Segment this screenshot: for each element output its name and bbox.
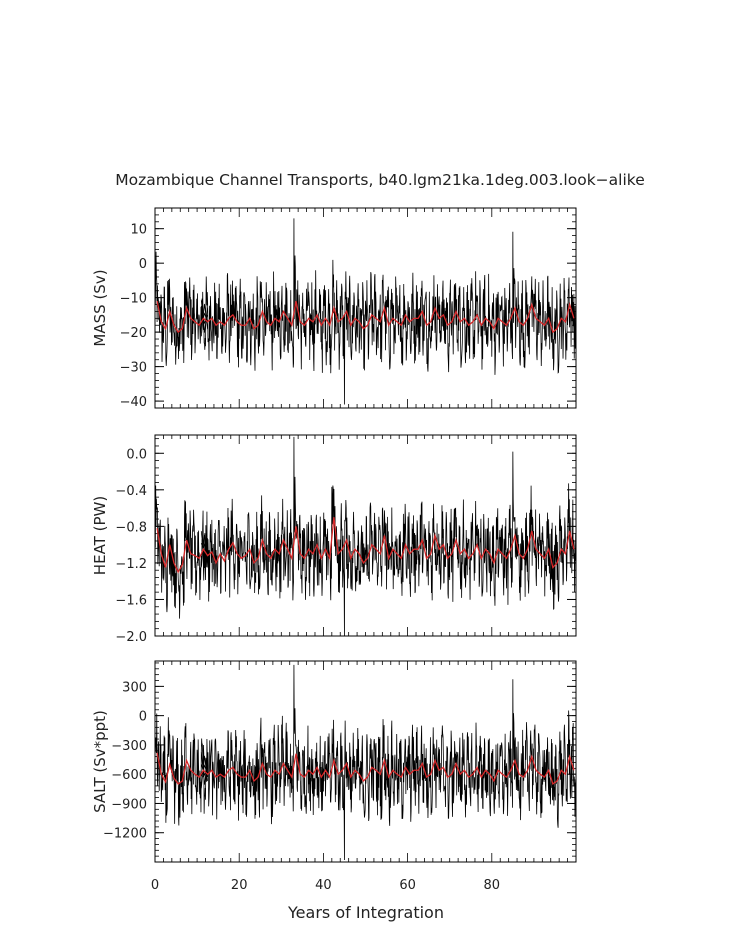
y-tick-label: −1200 xyxy=(103,827,147,842)
x-tick-label: 40 xyxy=(315,878,332,893)
y-tick-label: 0 xyxy=(139,257,147,272)
chart-panels: 10 0 −10 −20 −30 −40 MASS (Sv) 0.0 −0.4 −0.8 −1.2 −… xyxy=(91,207,577,893)
ensemble-zigzag xyxy=(200,531,209,568)
panel-2: 0.0 −0.4 −0.8 −1.2 −1.6 −2.0 HEAT (PW) xyxy=(91,434,577,645)
y-tick-label: −900 xyxy=(111,797,147,812)
annual-mean-line xyxy=(156,752,575,785)
x-tick-label: 60 xyxy=(399,878,416,893)
y-tick-label: −20 xyxy=(120,326,147,341)
y-tick-label: 0.0 xyxy=(126,447,147,462)
ensemble-line xyxy=(200,752,209,785)
y-axis-label: SALT (Sv*ppt) xyxy=(91,710,109,813)
ensemble-line xyxy=(200,300,209,333)
annual-mean-line xyxy=(156,300,575,334)
ensemble-line xyxy=(200,531,209,564)
y-tick-label: −1.6 xyxy=(115,593,147,608)
y-axis-label: MASS (Sv) xyxy=(91,269,109,346)
monthly-series-line xyxy=(154,664,577,861)
ensemble-line xyxy=(200,534,209,568)
y-axis-label: HEAT (PW) xyxy=(91,496,109,575)
y-tick-label: −10 xyxy=(120,292,147,307)
panel-3: 300 0 −300 −600 −900 −1200 SALT (Sv*ppt) 0 20 40 6… xyxy=(91,660,577,893)
x-tick-label: 80 xyxy=(484,878,501,893)
y-tick-label: 10 xyxy=(130,223,147,238)
y-tick-label: −600 xyxy=(111,768,147,783)
chart-title: Mozambique Channel Transports, b40.lgm21… xyxy=(115,171,645,189)
y-tick-label: −0.4 xyxy=(115,484,147,499)
y-tick-label: −0.8 xyxy=(115,520,147,535)
monthly-series-line xyxy=(154,218,577,405)
y-tick-label: −30 xyxy=(120,361,147,376)
x-axis-label: Years of Integration xyxy=(287,903,444,922)
y-tick-label: −1.2 xyxy=(115,557,147,572)
annual-mean-line xyxy=(156,517,575,574)
y-tick-label: −40 xyxy=(120,395,147,410)
x-tick-label: 20 xyxy=(231,878,248,893)
y-tick-label: −300 xyxy=(111,739,147,754)
y-tick-label: 0 xyxy=(139,710,147,725)
monthly-series-line xyxy=(154,436,577,637)
x-tick-label: 0 xyxy=(151,878,159,893)
y-tick-label: −2.0 xyxy=(115,630,147,645)
panel-1: 10 0 −10 −20 −30 −40 MASS (Sv) xyxy=(91,207,577,410)
y-tick-label: 300 xyxy=(122,680,147,695)
